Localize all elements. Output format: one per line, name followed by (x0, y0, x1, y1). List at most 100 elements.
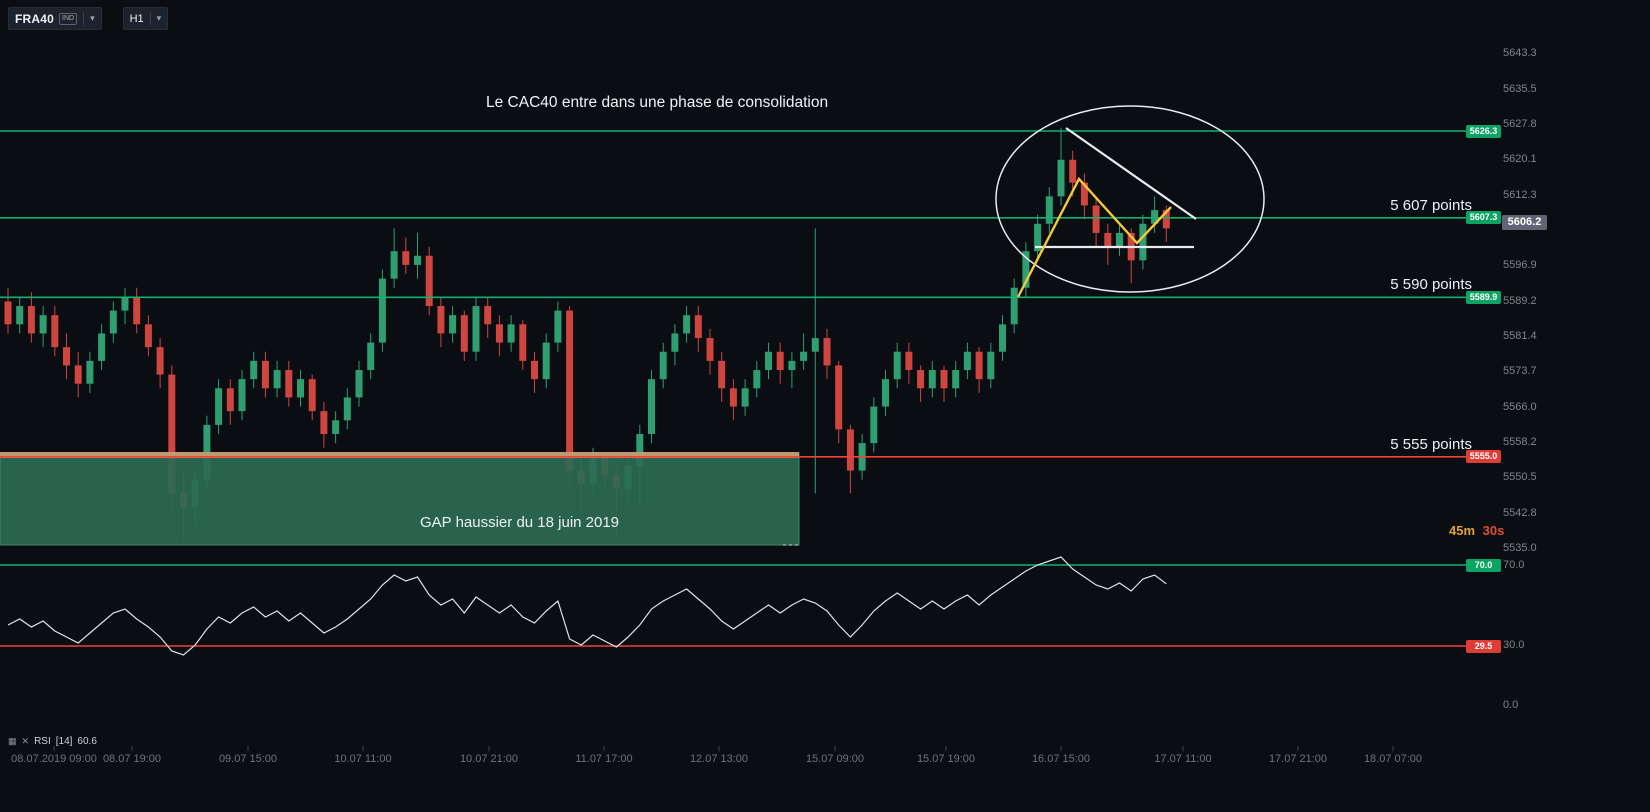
price-axis-label: 5620.1 (1503, 153, 1537, 166)
candle-body (215, 388, 223, 425)
candle-body (273, 370, 281, 389)
candle-body (27, 306, 35, 334)
candle-body (1151, 210, 1159, 224)
zigzag-drawing[interactable] (1016, 176, 1172, 298)
candle-body (1080, 182, 1088, 206)
price-axis-label: 5612.3 (1503, 188, 1537, 201)
candle-body (51, 315, 59, 348)
indicator-value: 60.6 (77, 736, 97, 747)
candle-body (39, 315, 47, 334)
candle-body (1139, 223, 1147, 261)
trendline[interactable] (1065, 127, 1197, 220)
price-axis-label: 5535.0 (1503, 542, 1537, 555)
candle-body (261, 360, 269, 389)
candle-body (437, 306, 445, 334)
candle-body (519, 324, 527, 361)
candle-body (893, 351, 901, 380)
consolidation-ellipse[interactable] (995, 105, 1265, 293)
candle-body (449, 315, 457, 334)
candle-body (765, 351, 772, 371)
instrument-type-badge: IND (59, 12, 78, 25)
candle-body (121, 296, 129, 311)
chart-annotation-title: Le CAC40 entre dans une phase de consoli… (486, 94, 829, 111)
candle-body (917, 370, 925, 389)
candle-body (484, 306, 492, 325)
candle-body (987, 351, 995, 380)
candle-body (74, 365, 82, 384)
candle-body (507, 324, 515, 343)
candle-countdown-timer: 45m 30s (1449, 523, 1504, 538)
price-axis-label: 5573.7 (1503, 365, 1537, 378)
candle-body (332, 420, 340, 434)
candle-body (940, 370, 948, 389)
timeframe-selector[interactable]: H1 ▾ (122, 7, 169, 30)
candle-body (963, 351, 971, 371)
time-axis-label: 16.07 15:00 (1031, 753, 1091, 765)
time-axis-label: 10.07 21:00 (459, 753, 519, 765)
candle-body (846, 429, 854, 471)
gap-zone-rectangle[interactable] (0, 452, 800, 546)
candle-body (86, 360, 94, 384)
indicator-name: RSI (34, 736, 51, 747)
candle-body (1010, 287, 1018, 325)
price-level-badge: 5589.9 (1466, 290, 1501, 304)
candle-body (788, 360, 796, 371)
timer-seconds: 30s (1482, 523, 1505, 538)
candle-body (1092, 205, 1100, 233)
candle-body (308, 379, 316, 412)
time-axis-label: 17.07 21:00 (1268, 753, 1328, 765)
candle-body (1022, 251, 1030, 288)
price-axis-label: 5558.2 (1503, 436, 1537, 449)
candle-body (460, 315, 468, 352)
timer-minutes: 45m (1449, 523, 1476, 538)
candle-body (648, 379, 655, 434)
candle-body (156, 347, 164, 375)
price-axis-label: 5542.8 (1503, 506, 1537, 519)
candle-body (4, 301, 12, 325)
time-axis-label: 17.07 11:00 (1154, 753, 1212, 765)
symbol-selector[interactable]: FRA40 IND ▾ (8, 7, 102, 30)
time-axis-label: 15.07 19:00 (916, 753, 976, 765)
candle-body (63, 347, 70, 366)
indicator-properties-icon[interactable]: ▦ (8, 736, 17, 746)
candle-body (566, 310, 574, 471)
candle-body (542, 342, 550, 380)
candle-body (905, 351, 913, 371)
candle-body (741, 388, 749, 407)
candle-body (835, 365, 843, 430)
chevron-down-icon: ▾ (90, 13, 95, 23)
candle-body (694, 315, 702, 339)
candle-body (343, 397, 351, 421)
candle-body (320, 411, 328, 434)
chevron-down-icon: ▾ (156, 13, 162, 23)
candle-body (952, 370, 960, 389)
indicator-info: ▦ ✕ RSI [14] 60.6 (8, 736, 97, 747)
candle-body (425, 255, 433, 307)
candle-body (109, 310, 117, 334)
candle-body (355, 370, 363, 398)
candle-body (800, 351, 808, 361)
candle-body (1116, 232, 1123, 247)
candle-body (414, 255, 421, 265)
price-level-badge: 5555.0 (1466, 450, 1501, 464)
time-axis-label: 11.07 17:00 (575, 753, 633, 765)
candle-body (1045, 196, 1053, 224)
candle-body (133, 296, 141, 325)
candle-body (402, 251, 410, 265)
price-level-badge: 5626.3 (1466, 124, 1501, 138)
price-axis-label: 5566.0 (1503, 400, 1537, 413)
candle-body (378, 278, 386, 343)
candle-body (1034, 223, 1042, 252)
candle-body (226, 388, 234, 412)
divider (83, 12, 85, 25)
candle-body (882, 379, 889, 407)
candle-body (297, 379, 304, 398)
candle-body (659, 351, 667, 380)
indicator-close-icon[interactable]: ✕ (21, 736, 30, 746)
candle-body (16, 306, 24, 325)
price-axis-label: 5635.5 (1503, 82, 1537, 95)
time-axis-label: 10.07 11:00 (334, 753, 392, 765)
price-axis-label: 5627.8 (1503, 118, 1537, 131)
